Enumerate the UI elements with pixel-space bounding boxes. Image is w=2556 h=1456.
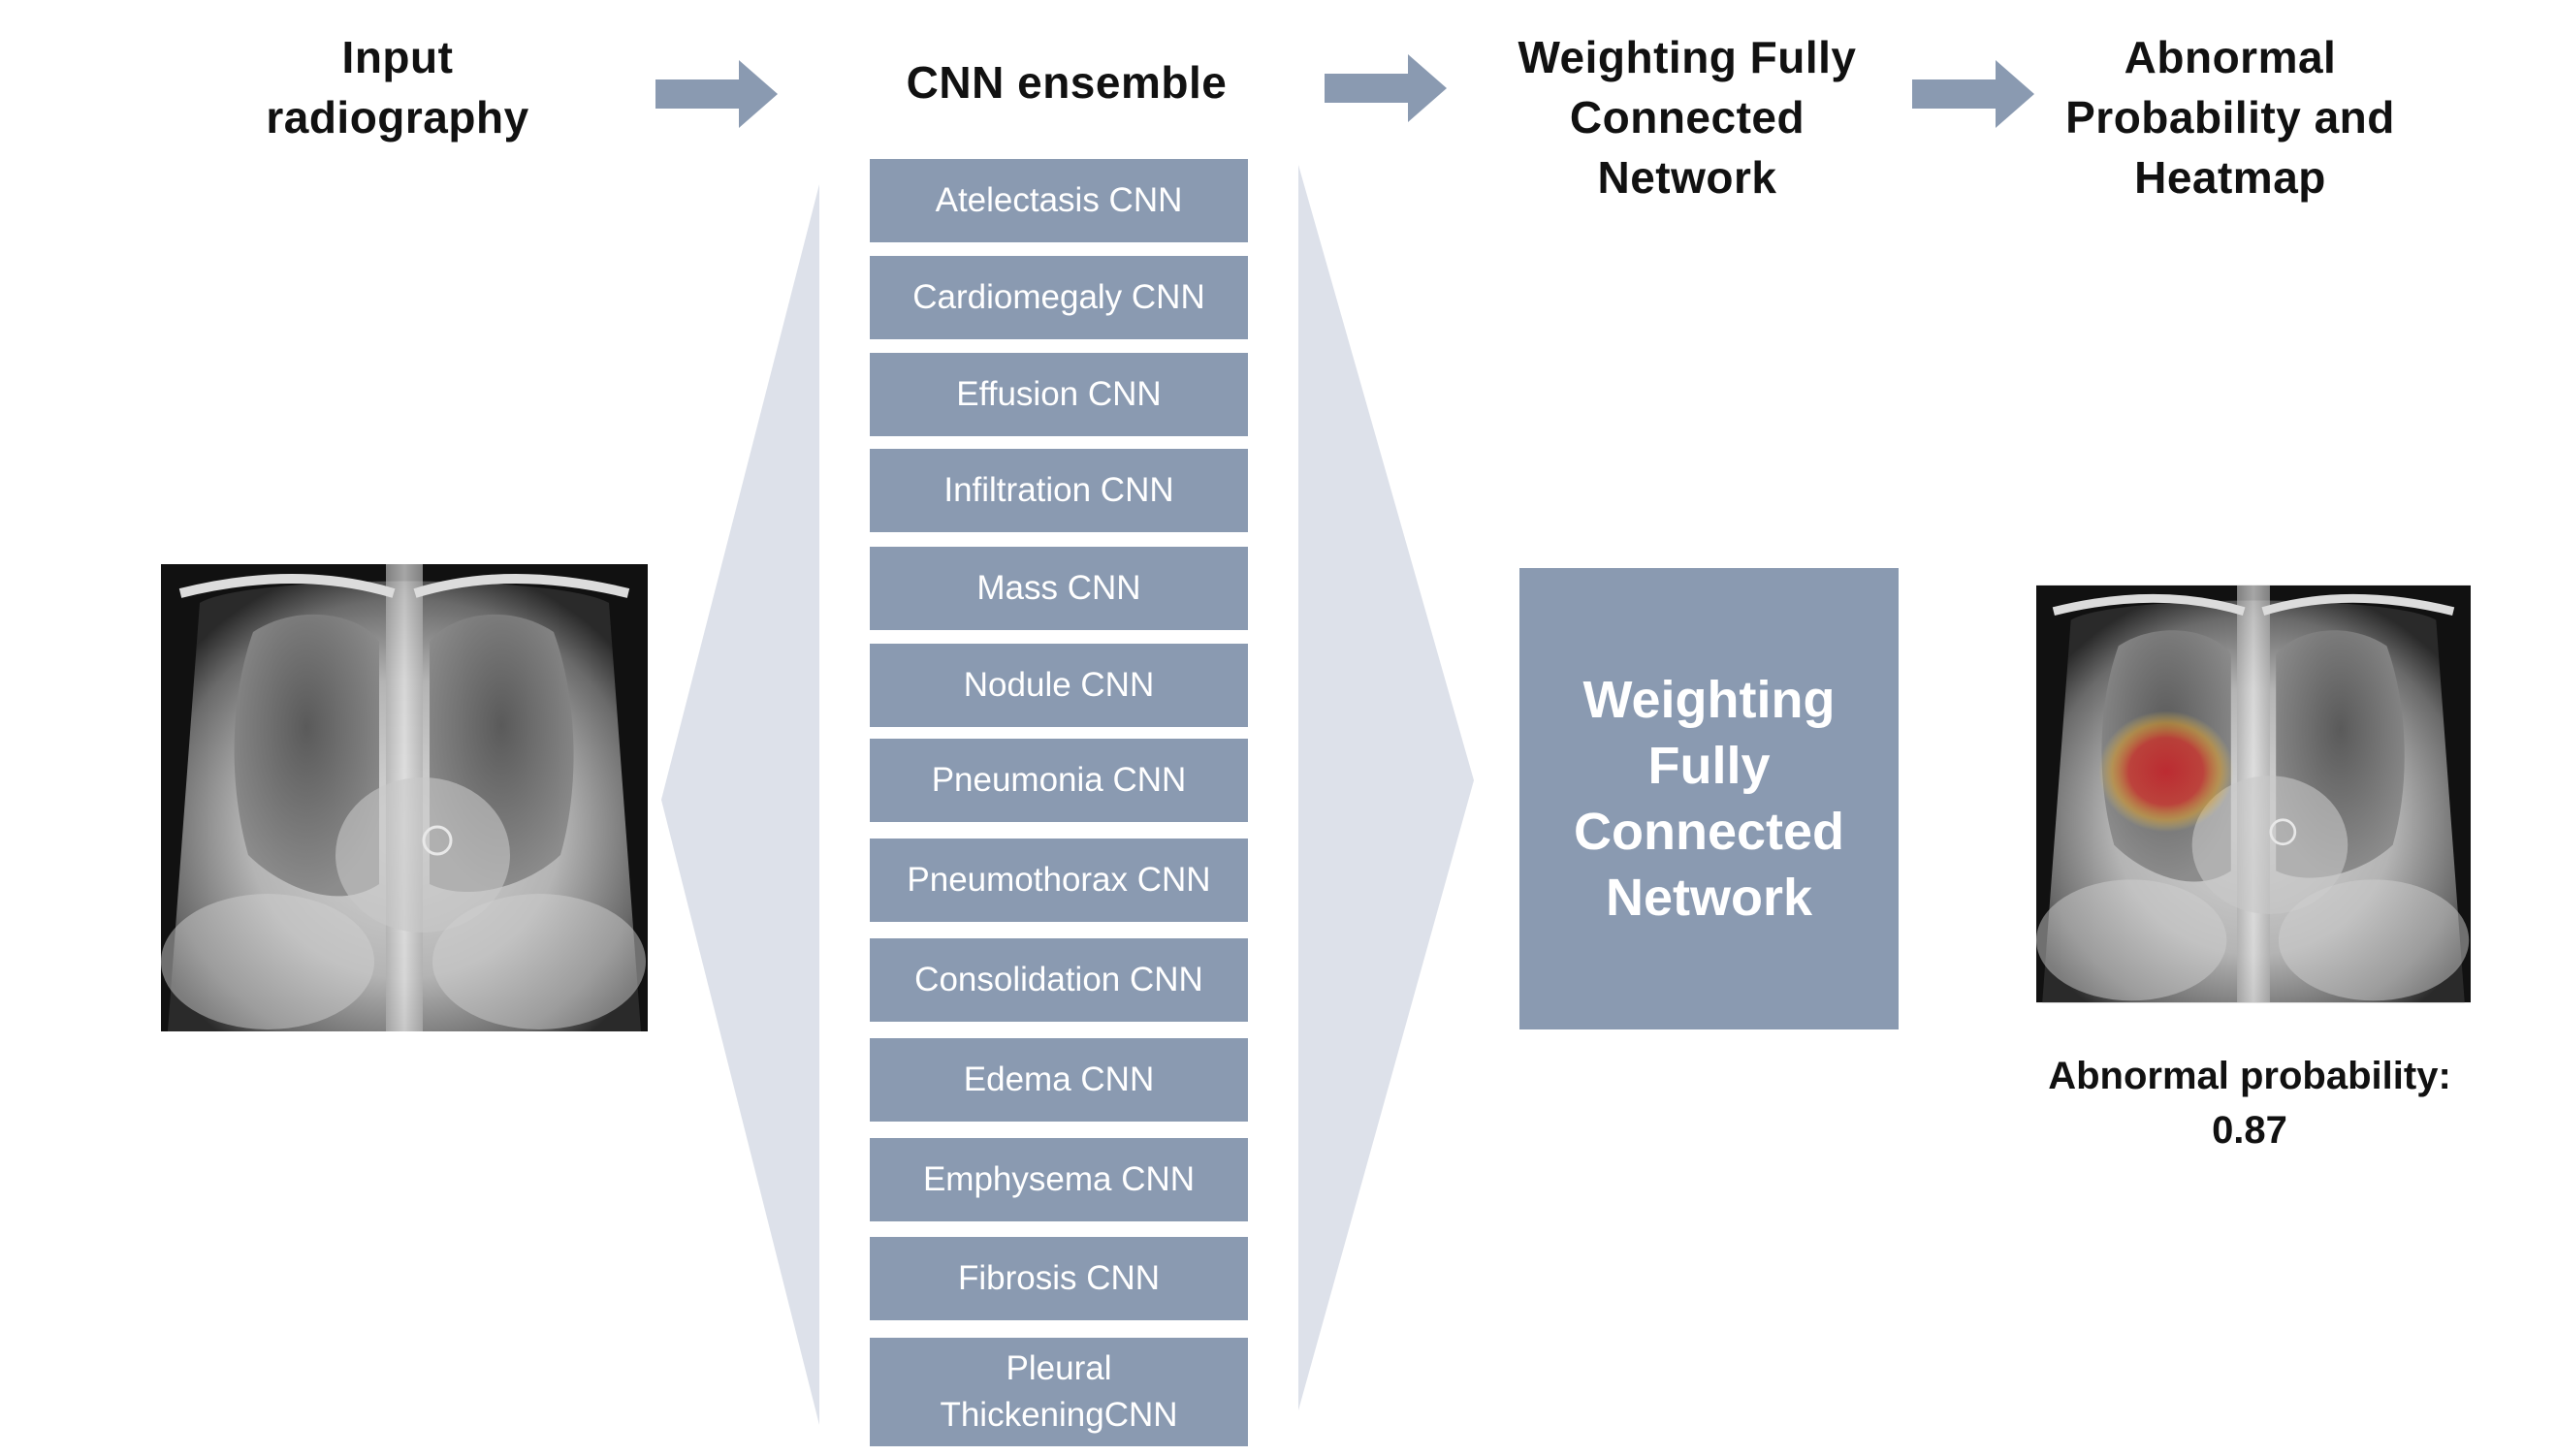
abnormal-probability-result: Abnormal probability: 0.87 — [2027, 1049, 2473, 1157]
abnormal-probability-value: 0.87 — [2212, 1109, 2287, 1152]
weighting-network-box: Weighting Fully Connected Network — [1519, 568, 1899, 1029]
stage-title-weighting: Weighting Fully Connected Network — [1518, 32, 1857, 203]
output-heatmap-image — [2036, 585, 2471, 1003]
arrow-right-icon — [655, 60, 778, 128]
cnn-box-fibrosis: Fibrosis CNN — [870, 1237, 1248, 1320]
cnn-box-mass: Mass CNN — [870, 547, 1248, 630]
cnn-box-nodule: Nodule CNN — [870, 644, 1248, 727]
right-funnel-shape — [1298, 165, 1474, 1410]
cnn-box-effusion: Effusion CNN — [870, 353, 1248, 436]
stage-title-input: Input radiography — [266, 32, 529, 142]
abnormal-probability-label: Abnormal probability: — [2048, 1055, 2451, 1097]
left-funnel-shape — [661, 184, 819, 1425]
stage-title-output: Abnormal Probability and Heatmap — [2065, 32, 2395, 203]
stage-title-ensemble: CNN ensemble — [906, 57, 1228, 108]
cnn-box-atelectasis: Atelectasis CNN — [870, 159, 1248, 242]
cnn-box-pneumonia: Pneumonia CNN — [870, 739, 1248, 822]
cnn-box-pleural-thickening: Pleural ThickeningCNN — [870, 1338, 1248, 1446]
cnn-box-emphysema: Emphysema CNN — [870, 1138, 1248, 1221]
input-xray-image — [161, 564, 648, 1031]
cnn-box-pneumothorax: Pneumothorax CNN — [870, 839, 1248, 922]
arrow-right-icon — [1912, 60, 2034, 128]
heatmap-region — [2098, 711, 2234, 833]
cnn-box-infiltration: Infiltration CNN — [870, 449, 1248, 532]
cnn-box-consolidation: Consolidation CNN — [870, 938, 1248, 1022]
cnn-box-edema: Edema CNN — [870, 1038, 1248, 1122]
cnn-box-cardiomegaly: Cardiomegaly CNN — [870, 256, 1248, 339]
arrow-right-icon — [1325, 54, 1447, 122]
